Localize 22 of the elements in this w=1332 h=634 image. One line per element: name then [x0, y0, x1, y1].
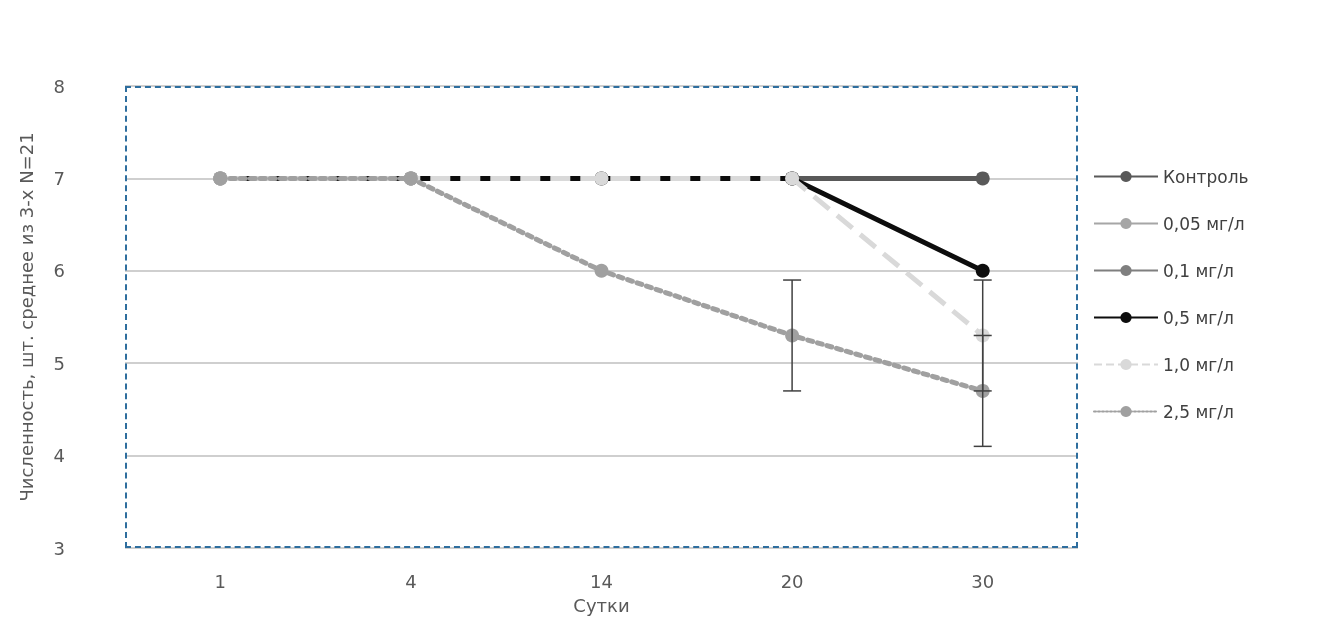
- point: [594, 263, 609, 278]
- legend-label: 0,5 мг/л: [1163, 307, 1234, 328]
- x-tick-label: 4: [405, 570, 417, 592]
- point: [975, 263, 990, 278]
- legend-label: 2,5 мг/л: [1163, 401, 1234, 422]
- legend-label: Контроль: [1163, 166, 1249, 187]
- y-axis-title: Численность, шт. среднее из 3-х N=21: [15, 132, 37, 502]
- legend-label: 0,05 мг/л: [1163, 213, 1245, 234]
- x-axis-title: Сутки: [573, 594, 630, 616]
- x-tick-label: 30: [971, 570, 995, 592]
- y-tick-label: 7: [53, 167, 65, 189]
- point: [975, 171, 990, 186]
- y-tick-label: 6: [53, 260, 65, 282]
- y-tick-label: 8: [53, 75, 65, 97]
- y-tick-label: 5: [53, 352, 65, 374]
- x-tick-label: 20: [780, 570, 804, 592]
- y-tick-label: 3: [53, 537, 65, 559]
- y-tick-label: 4: [53, 445, 65, 467]
- x-tick-label: 14: [590, 570, 613, 592]
- legend-label: 1,0 мг/л: [1163, 354, 1234, 375]
- legend-label: 0,1 мг/л: [1163, 260, 1234, 281]
- x-tick-label: 1: [214, 570, 227, 592]
